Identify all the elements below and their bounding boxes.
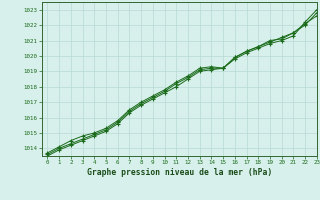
X-axis label: Graphe pression niveau de la mer (hPa): Graphe pression niveau de la mer (hPa) (87, 168, 272, 177)
